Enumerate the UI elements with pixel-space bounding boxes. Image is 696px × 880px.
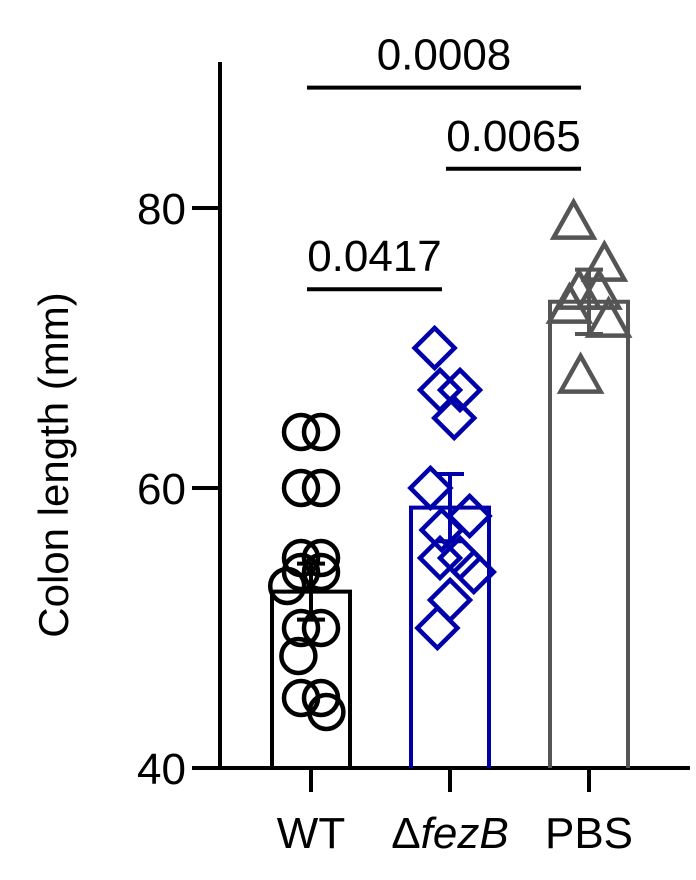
point-1-9 [450,548,497,596]
p-value-2: 0.0417 [307,232,442,281]
point-1-3 [431,394,478,442]
point-1-6 [418,506,465,554]
point-0-12 [281,678,321,718]
y-tick-label-60: 60 [137,465,186,514]
point-1-10 [426,576,474,624]
point-2-4 [545,281,594,324]
point-0-5 [301,538,341,578]
x-tick-label-1: ΔfezB [391,809,508,858]
point-0-2 [281,468,321,508]
point-0-10 [301,608,341,648]
point-0-11 [279,636,318,676]
point-0-3 [301,468,341,508]
point-1-11 [414,604,461,652]
point-0-0 [281,412,321,452]
axes: 40 60 80 WT ΔfezB PBS [137,62,690,858]
x-tick-label-2: PBS [545,809,633,858]
point-2-0 [549,197,598,240]
point-1-5 [446,492,493,540]
y-tick-label-80: 80 [137,185,186,234]
point-0-14 [307,692,346,732]
y-tick-label-40: 40 [137,745,186,794]
p-value-1: 0.0065 [446,112,581,161]
y-axis-label: Colon length (mm) [30,292,77,637]
point-0-1 [301,412,341,452]
point-2-6 [556,351,605,394]
point-2-5 [584,295,633,338]
point-1-2 [436,366,484,414]
point-1-7 [416,534,464,582]
significance-brackets: 0.0008 0.0065 0.0417 [307,31,581,292]
point-0-8 [267,566,307,606]
point-1-4 [407,464,454,512]
point-0-9 [281,608,321,648]
p-value-0: 0.0008 [377,31,512,80]
point-1-0 [411,324,458,372]
point-0-7 [301,552,341,592]
point-0-6 [281,552,321,592]
x-tick-label-0: WT [277,809,345,858]
error-bars [297,267,603,622]
